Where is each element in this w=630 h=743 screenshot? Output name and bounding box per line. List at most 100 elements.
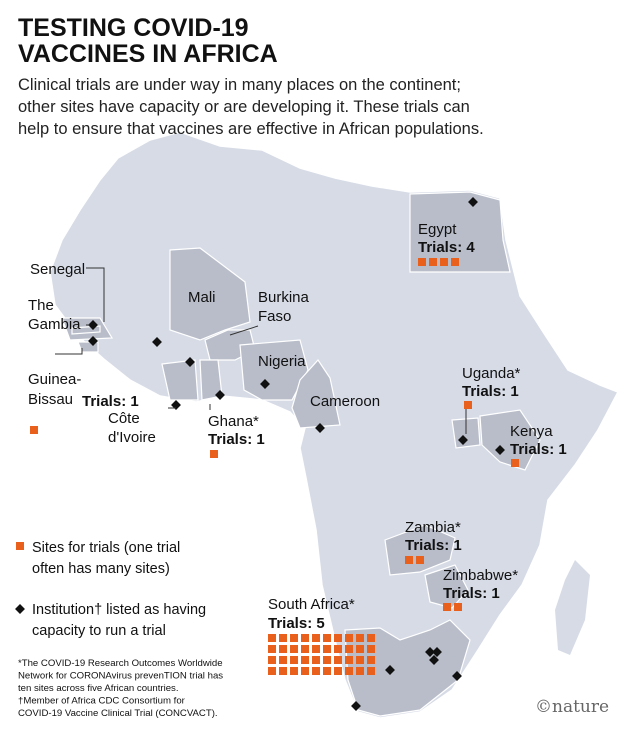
site-square: [312, 667, 320, 675]
title: TESTING COVID-19: [18, 14, 249, 42]
institution-diamond: [452, 671, 462, 681]
site-square: [356, 656, 364, 664]
site-square: [345, 645, 353, 653]
country-label: Faso: [258, 308, 291, 325]
site-square: [356, 634, 364, 642]
site-square: [279, 656, 287, 664]
kenya: [479, 409, 541, 471]
site-square: [279, 634, 287, 642]
leader-line: [229, 325, 259, 336]
country-label: Nigeria: [258, 353, 306, 370]
country-label: Gambia: [28, 316, 81, 333]
footnote: COVID-19 Vaccine Clinical Trial (CONCVAC…: [18, 708, 218, 719]
footnote: Network for CORONAvirus prevenTION trial…: [18, 671, 223, 682]
institution-diamond: [425, 647, 435, 657]
country-label: Senegal: [30, 261, 85, 278]
zambia: [384, 524, 456, 576]
legend-text: capacity to run a trial: [32, 623, 166, 639]
mali: [169, 247, 251, 341]
trials-label: Trials: 1: [82, 393, 139, 410]
site-square: [334, 645, 342, 653]
site-square: [416, 556, 424, 564]
site-square: [312, 634, 320, 642]
credit: ©nature: [535, 697, 609, 717]
site-square: [268, 634, 276, 642]
trials-label: Trials: 1: [208, 431, 265, 448]
country-name: Egypt: [418, 221, 457, 238]
site-square: [451, 258, 459, 266]
site-square: [356, 667, 364, 675]
site-square: [301, 645, 309, 653]
country-label: Cameroon: [310, 393, 380, 410]
cote-divoire: [161, 359, 199, 401]
site-square: [367, 667, 375, 675]
trials-label: Trials: 1: [510, 441, 567, 458]
site-square: [301, 634, 309, 642]
site-square: [454, 603, 462, 611]
site-square: [345, 667, 353, 675]
legend-square: [16, 542, 24, 550]
country-label: Côte: [108, 410, 140, 427]
site-square: [279, 667, 287, 675]
institution-diamond: [429, 655, 439, 665]
site-square: [418, 258, 426, 266]
legend-text: often has many sites): [32, 561, 170, 577]
site-square: [279, 645, 287, 653]
country-name: Kenya: [510, 423, 553, 440]
map: [49, 131, 620, 719]
site-square: [210, 450, 218, 458]
site-square: [429, 258, 437, 266]
site-square: [345, 656, 353, 664]
site-square: [290, 634, 298, 642]
egypt: [409, 191, 511, 273]
footnote: ten sites across five African countries.: [18, 683, 179, 694]
institution-diamond: [385, 665, 395, 675]
site-square: [334, 656, 342, 664]
footnote: *The COVID-19 Research Outcomes Worldwid…: [18, 658, 223, 669]
site-square: [367, 656, 375, 664]
country-label: Mali: [188, 289, 216, 306]
site-square: [511, 459, 519, 467]
country-label: d'Ivoire: [108, 429, 156, 446]
site-square: [345, 634, 353, 642]
country-name: Bissau: [28, 391, 73, 408]
leader-line: [86, 267, 105, 322]
country-name: South Africa*: [268, 596, 355, 613]
site-square: [301, 656, 309, 664]
legend-text: Institution† listed as having: [32, 602, 206, 618]
site-square: [30, 426, 38, 434]
madagascar: [555, 560, 590, 655]
site-square: [268, 645, 276, 653]
trials-label: Trials: 1: [443, 585, 500, 602]
site-square: [290, 656, 298, 664]
site-square: [323, 667, 331, 675]
legend-diamond: [15, 604, 25, 614]
institution-diamond: [432, 647, 442, 657]
trials-label: Trials: 5: [268, 615, 325, 632]
site-square: [367, 634, 375, 642]
site-square: [290, 645, 298, 653]
site-square: [334, 667, 342, 675]
institution-diamond: [351, 701, 361, 711]
trials-label: Trials: 4: [418, 239, 475, 256]
site-square: [440, 258, 448, 266]
footnote: †Member of Africa CDC Consortium for: [18, 696, 186, 707]
country-name: Guinea-: [28, 371, 81, 388]
trials-label: Trials: 1: [405, 537, 462, 554]
leader-line: [55, 348, 83, 355]
country-label: Burkina: [258, 289, 310, 306]
country-name: Zambia*: [405, 519, 461, 536]
country-name: Uganda*: [462, 365, 521, 382]
site-square: [312, 645, 320, 653]
subtitle: help to ensure that vaccines are effecti…: [18, 120, 484, 138]
site-square: [323, 645, 331, 653]
title: VACCINES IN AFRICA: [18, 40, 278, 68]
zimbabwe: [424, 564, 469, 609]
site-square: [367, 645, 375, 653]
site-square: [334, 634, 342, 642]
cameroon: [291, 359, 341, 429]
site-square: [356, 645, 364, 653]
nigeria: [239, 339, 309, 401]
site-square: [312, 656, 320, 664]
